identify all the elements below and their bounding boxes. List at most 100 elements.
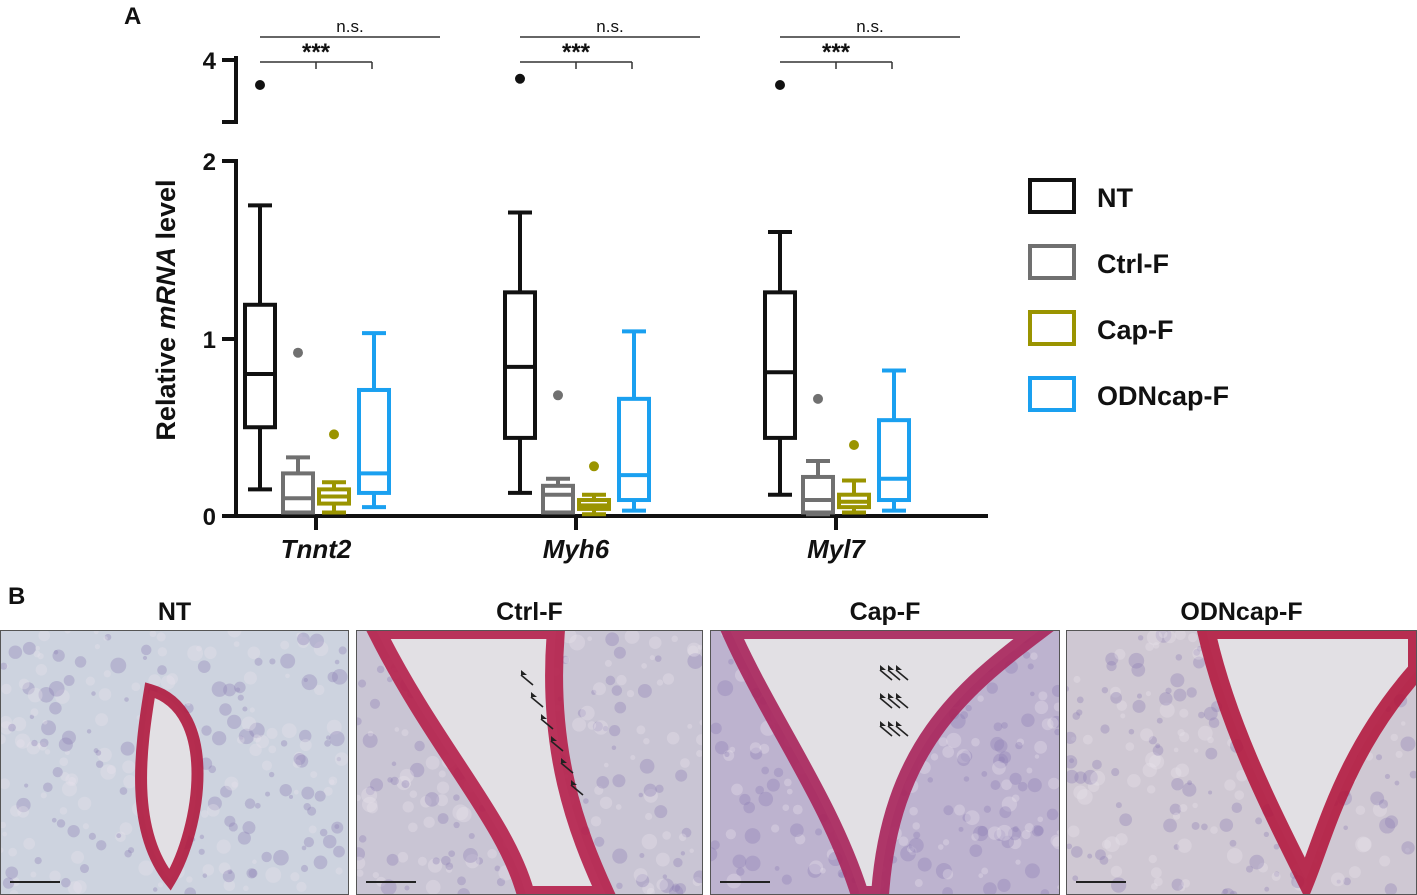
micrograph-panel: Cap-F [710,598,1060,895]
micrograph-panel: Ctrl-F [356,598,703,895]
y-tick-label-0: 0 [203,504,216,531]
gene-label: Tnnt2 [281,534,352,564]
annotation-arrow [560,762,574,774]
box-plot [281,347,315,515]
y-tick-label-1: 1 [203,327,216,354]
annotation-arrowhead [571,780,577,785]
y-tick-label-2: 2 [203,149,216,176]
annotation-arrowhead [531,692,537,697]
annotation-arrow [530,696,544,708]
legend-item: ODNcap-F [1028,376,1229,412]
box [243,302,277,430]
outlier-point [849,440,859,450]
box [281,471,315,515]
annotation-arrowhead [541,714,547,719]
box-plot [541,390,575,515]
y-axis-label-prefix: Relative [151,330,181,441]
box-plot [243,80,277,492]
annotation-arrow [887,669,901,681]
annotation-arrowhead [888,665,894,670]
annotation-arrow [895,669,909,681]
box-plot [837,440,871,515]
box-plot [617,329,651,513]
box-plot [577,461,611,517]
y-axis-label-suffix: level [151,179,181,247]
vessel-lumen [1206,630,1417,880]
tissue-texture [0,630,349,895]
box [357,387,391,495]
annotation-arrowhead [551,736,557,741]
stained-vessel-wall [365,630,616,895]
micrograph-panel: ODNcap-F [1066,598,1417,895]
outlier-point [329,429,339,440]
legend-swatch [1028,244,1076,280]
box-plot [503,73,537,495]
stained-vessel-wall [1196,630,1417,895]
micrograph-panels: NT Ctrl-F Cap-F ODNcap-F [0,598,1417,895]
legend-item: NT [1028,178,1133,214]
annotation-arrow [895,697,909,709]
outlier-point [589,461,599,472]
gene-labels: Tnnt2 Myh6 Myl7 [281,534,867,564]
star-label: *** [822,39,851,66]
star-label: *** [302,39,331,66]
legend-item: Cap-F [1028,310,1174,346]
annotation-arrowhead [561,758,567,763]
star-label: *** [562,39,591,66]
annotation-arrow [570,784,584,796]
legend-label: NT [1097,183,1133,213]
micrograph-title: Cap-F [850,598,921,626]
micrograph-title: Ctrl-F [496,598,563,626]
box [541,483,575,515]
legend-item: Ctrl-F [1028,244,1169,280]
annotation-arrow [895,725,909,737]
significance-brackets: n.s. *** n.s. *** n.s. *** [260,17,960,69]
box-plot [357,331,391,510]
box [877,418,911,503]
annotation-arrow [887,725,901,737]
ns-label: n.s. [596,17,623,36]
y-axis-label: Relative mRNA level [151,179,181,440]
outlier-point [553,390,563,401]
box-plot [317,429,351,515]
box [763,290,797,440]
legend-swatch [1028,376,1076,412]
annotation-arrow [520,674,534,686]
micrograph-panel: NT [0,598,349,895]
outlier-point [775,80,785,90]
annotation-arrow [550,740,564,752]
gene-ticks [314,516,838,530]
y-axis-label-italic: mRNA [151,247,181,330]
panel-a-label: A [124,3,141,30]
box [617,396,651,503]
legend-label: ODNcap-F [1097,381,1229,411]
y-tick-label-4: 4 [203,48,217,75]
annotation-arrowhead [896,721,902,726]
annotation-arrowhead [896,693,902,698]
annotation-arrowhead [880,693,886,698]
panel-b-label: B [8,583,25,610]
annotation-arrowhead [896,665,902,670]
outlier-point [515,73,525,84]
box-plot [877,368,911,513]
outlier-point [813,393,823,404]
annotation-arrow [540,718,554,730]
box-plots [243,73,911,517]
annotation-arrowhead [521,670,527,675]
legend-label: Ctrl-F [1097,249,1169,279]
annotation-arrowhead [888,721,894,726]
gene-label: Myh6 [543,534,610,564]
annotation-arrow [879,725,893,737]
outlier-point [293,347,303,358]
box-plot [801,393,835,517]
legend-swatch [1028,310,1076,346]
annotation-arrow [879,697,893,709]
ns-label: n.s. [336,17,363,36]
outlier-point [255,80,265,90]
box [801,474,835,515]
micrograph-title: NT [158,598,191,626]
annotation-arrow [879,669,893,681]
vessel-lumen [730,630,1040,895]
legend-swatch [1028,178,1076,214]
